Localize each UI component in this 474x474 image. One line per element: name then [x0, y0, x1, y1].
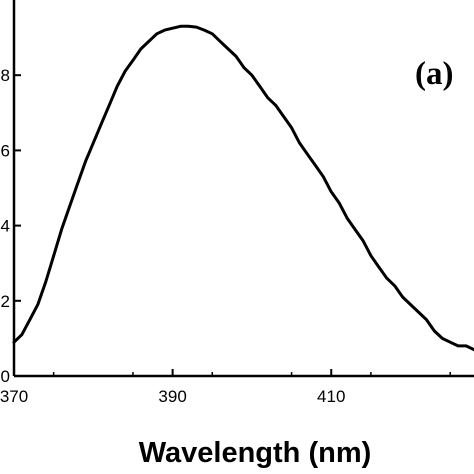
x-axis-ticks: 370 390 410 — [0, 369, 451, 406]
y-tick-label: .2 — [0, 292, 10, 311]
x-axis-title: Wavelength (nm) — [139, 437, 372, 469]
y-tick-label: .8 — [0, 66, 10, 85]
axes-frame — [12, 0, 474, 378]
y-axis-ticks: 0 .2 .4 .6 .8 — [0, 66, 21, 386]
panel-label: (a) — [415, 56, 453, 92]
y-tick-label: .4 — [0, 217, 10, 236]
x-tick-label: 370 — [0, 387, 28, 406]
spectrum-line — [12, 24, 474, 352]
y-tick-label: .6 — [0, 141, 10, 160]
x-tick-label: 410 — [317, 387, 345, 406]
y-tick-label: 0 — [1, 367, 10, 386]
series-layer — [12, 24, 474, 352]
x-tick-label: 390 — [158, 387, 186, 406]
